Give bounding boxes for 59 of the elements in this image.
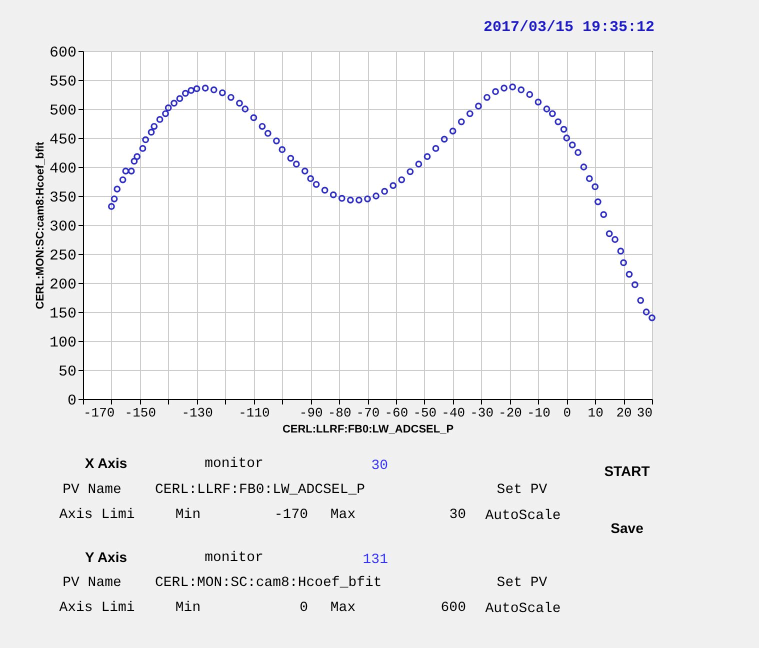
y-tick-label: 200 [49,276,76,294]
y-axis-title: CERL:MON:SC:cam8:Hcoef_bfit [34,141,46,310]
text: CERL:LLRF:FB0:LW_ADCSEL_P [155,482,366,498]
x-tick-label: -130 [182,406,213,420]
text: Max [330,507,356,523]
x-tick-label: 20 [616,406,632,420]
y-tick-label: 500 [49,102,76,120]
x-tick-label: -150 [124,406,156,420]
x-axis-title: CERL:LLRF:FB0:LW_ADCSEL_P [282,424,454,436]
text: -170 [274,507,308,523]
x-tick-label: -110 [238,406,270,420]
y-tick-label: 50 [58,364,76,380]
x-tick-label: 30 [636,406,652,420]
x-tick-label: -60 [384,406,408,420]
x-tick-label: -50 [413,406,437,420]
text: CERL:MON:SC:cam8:Hcoef_bfit [155,575,382,591]
x-tick-label: -10 [526,406,550,420]
x-tick-label: -170 [84,406,115,420]
text: 2017/03/15 19:35:12 [483,19,655,36]
y-tick-label: 450 [49,132,76,148]
y-tick-label: 600 [49,44,76,62]
x-tick-label: 10 [588,406,604,420]
x-tick-label: -80 [328,406,352,420]
text: PV Name [62,575,122,591]
text: PV Name [62,482,122,498]
y-tick-label: 300 [49,218,76,236]
y-tick-label: 550 [49,74,76,90]
text: Max [330,600,356,616]
x-tick-label: -20 [498,406,522,420]
text: Axis Limi [59,600,135,616]
text: 600 [440,600,466,616]
y-tick-label: 400 [49,160,76,178]
text: X Axis [84,455,128,471]
x-tick-label: -90 [299,406,323,420]
text: START [604,463,650,479]
y-tick-label: 0 [67,392,76,410]
text: AutoScale [485,601,561,617]
x-tick-label: -30 [470,406,494,420]
text: Min [175,600,201,616]
x-tick-label: -40 [442,406,466,420]
x-tick-label: 0 [563,406,572,420]
y-tick-label: 150 [49,306,76,322]
text: 0 [300,600,308,616]
text: 30 [371,458,388,474]
text: Set PV [496,575,548,591]
text: Axis Limi [59,507,135,523]
text: Min [175,507,201,523]
text: Set PV [496,482,548,498]
text: 131 [362,552,388,568]
text: 30 [449,507,466,523]
text: monitor [204,456,264,472]
text: monitor [204,550,264,566]
y-tick-label: 250 [49,248,76,264]
text: AutoScale [485,508,561,524]
y-tick-label: 100 [49,334,76,352]
text: Save [610,520,644,536]
y-tick-label: 350 [49,190,76,206]
x-tick-label: -70 [356,406,380,420]
text: Y Axis [84,549,128,565]
